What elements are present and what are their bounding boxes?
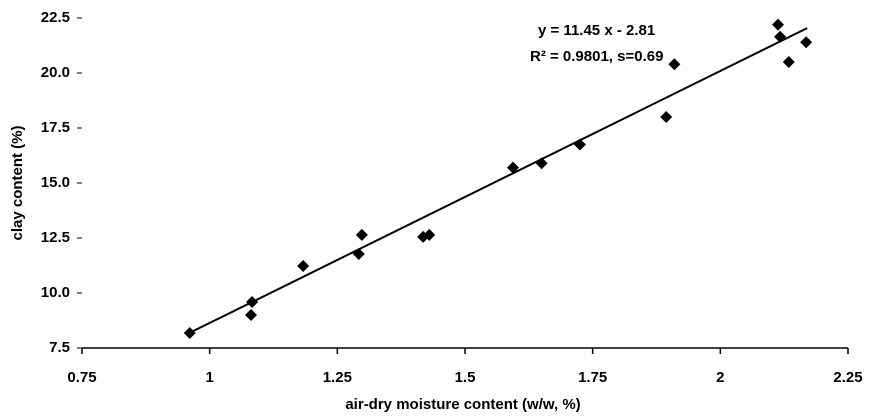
point (660, 111, 673, 123)
y-tick-label: 15.0 (41, 174, 70, 191)
y-tick-label: 7.5 (49, 339, 70, 356)
x-tick-label: 0.75 (67, 369, 96, 386)
point (668, 58, 681, 71)
point (772, 18, 785, 31)
y-tick-label: 17.5 (41, 119, 70, 136)
x-tick-label: 2.25 (833, 369, 862, 386)
x-tick-label: 2 (716, 369, 724, 386)
point (782, 56, 795, 68)
r-squared: R² = 0.9801, s=0.69 (530, 48, 663, 65)
point (246, 296, 259, 309)
point (297, 259, 310, 272)
y-tick-label: 22.5 (41, 9, 70, 26)
point (774, 30, 787, 43)
point (800, 36, 813, 49)
x-axis-label: air-dry moisture content (w/w, %) (345, 396, 580, 413)
point (423, 228, 436, 241)
equation: y = 11.45 x - 2.81 (538, 22, 655, 39)
y-tick-label: 12.5 (41, 229, 70, 246)
point (535, 157, 548, 170)
point (355, 228, 368, 241)
x-tick-label: 1.5 (455, 369, 476, 386)
point (352, 248, 365, 261)
point (183, 327, 196, 340)
x-tick-label: 1 (205, 369, 213, 386)
y-tick-label: 10.0 (41, 284, 70, 301)
y-axis-label: clay content (%) (9, 125, 26, 240)
x-tick-label: 1.25 (323, 369, 352, 386)
x-tick-label: 1.75 (578, 369, 607, 386)
point (507, 161, 520, 174)
point (573, 138, 586, 151)
point (245, 309, 258, 321)
trend-line (188, 27, 808, 334)
y-tick-label: 20.0 (41, 64, 70, 81)
